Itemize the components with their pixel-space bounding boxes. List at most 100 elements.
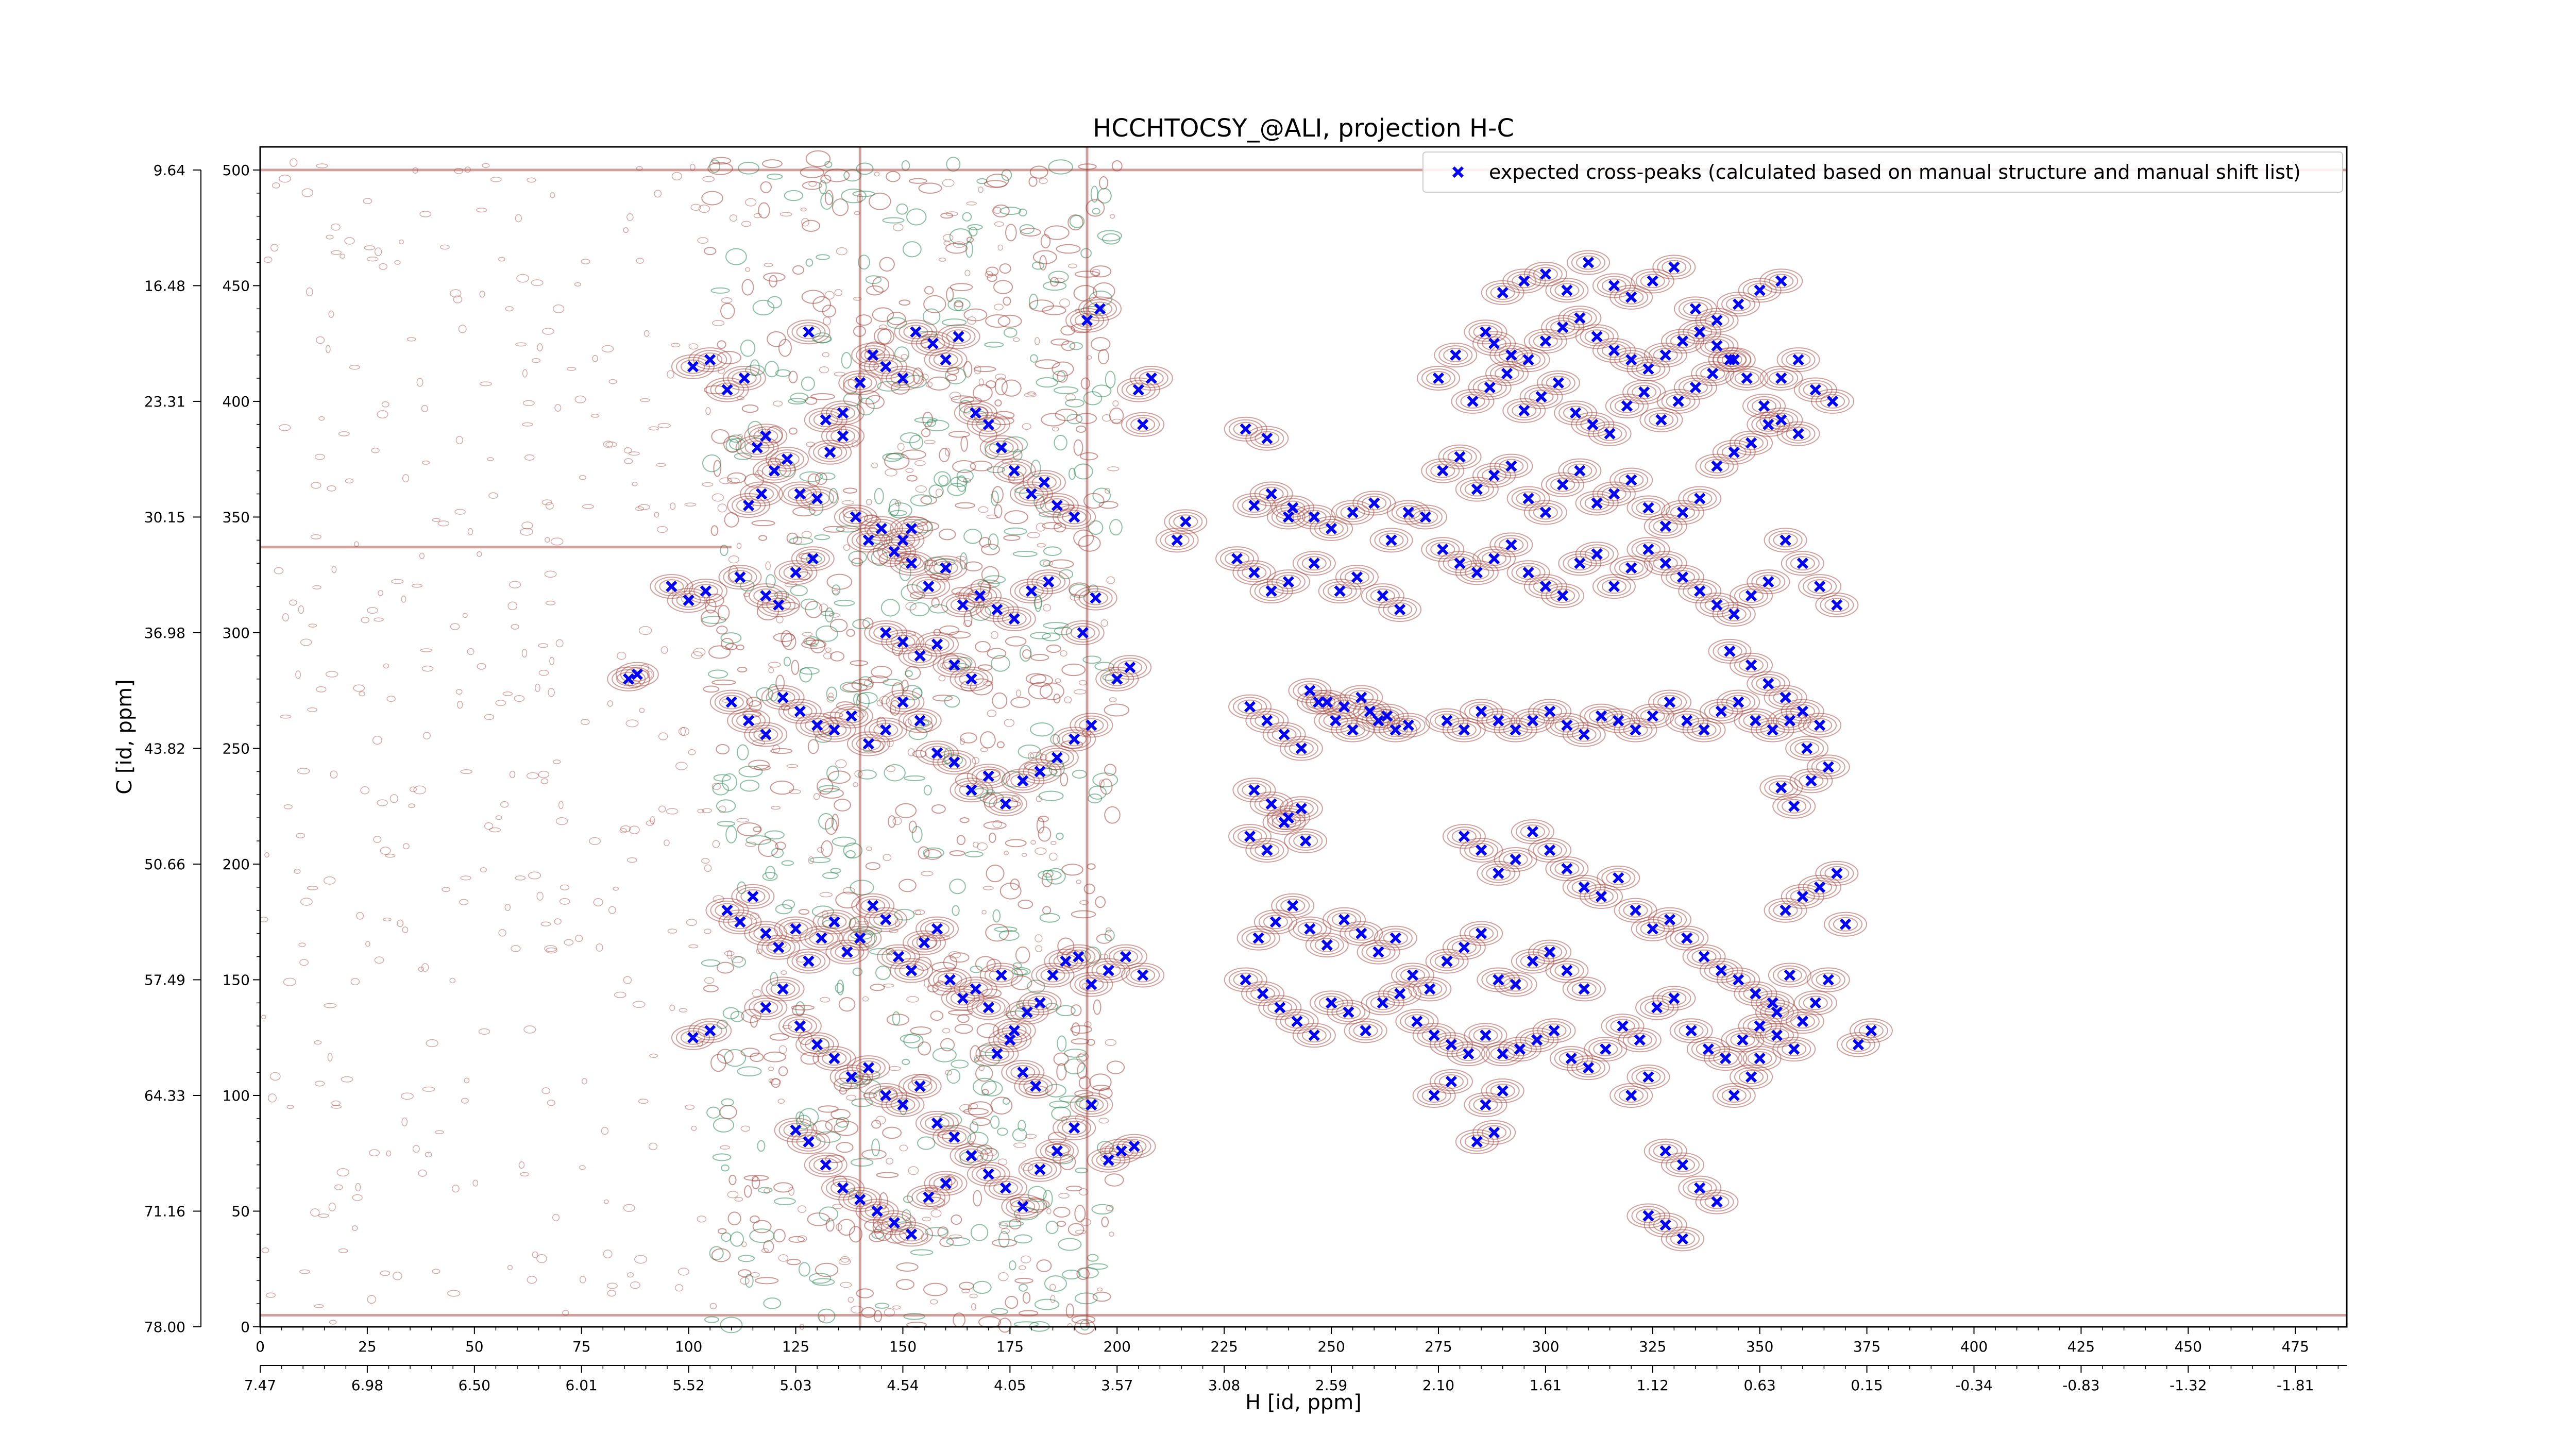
contour-ring <box>1310 935 1344 955</box>
contour-ring <box>817 912 852 932</box>
contour-ring <box>654 577 689 597</box>
contour-ring <box>1665 1155 1700 1175</box>
contour-blob <box>932 695 953 702</box>
contour-ring <box>1626 1065 1670 1090</box>
marker-stroke <box>1591 497 1603 509</box>
contour-blob <box>823 526 845 533</box>
marker-stroke <box>991 1048 1003 1060</box>
contour-blob <box>938 475 949 486</box>
marker-stroke <box>1745 437 1757 449</box>
contour-blob <box>1042 522 1062 530</box>
cross-peak-marker <box>923 1191 935 1203</box>
cross-peak-marker <box>1608 280 1620 292</box>
contour-blob <box>1104 703 1130 717</box>
contour-ring <box>890 1097 916 1112</box>
contour-blob <box>504 904 511 912</box>
marker-stroke <box>965 1150 977 1161</box>
contour-blob <box>886 1014 909 1026</box>
contour-blob <box>812 296 832 312</box>
contour-blob <box>1069 342 1083 350</box>
contour-ring <box>1267 724 1301 745</box>
contour-ring <box>1683 488 1717 509</box>
contour-ring <box>1310 516 1353 541</box>
contour-blob <box>698 205 710 213</box>
contour-blob <box>768 667 774 673</box>
marker-stroke <box>1527 955 1539 967</box>
y-ppm-tick-label: 71.16 <box>144 1203 185 1220</box>
cross-peak-marker <box>1557 322 1569 333</box>
contour-blob <box>1065 398 1084 408</box>
cross-peak-marker <box>1406 969 1419 981</box>
marker-stroke <box>1017 775 1029 787</box>
contour-blob <box>1004 850 1009 855</box>
marker-stroke <box>1527 715 1539 727</box>
cross-peak-marker <box>1797 1016 1808 1027</box>
marker-stroke <box>1518 275 1530 287</box>
contour-blob <box>1052 426 1059 432</box>
marker-stroke <box>1814 581 1826 593</box>
contour-ring <box>822 1051 847 1066</box>
contour-ring <box>1250 428 1284 448</box>
cross-peak-marker <box>1591 331 1603 343</box>
cross-peak-marker <box>725 696 737 708</box>
contour-blob <box>1039 913 1060 923</box>
contour-ring <box>1451 1044 1486 1064</box>
marker-stroke <box>1454 558 1466 569</box>
contour-blob <box>1106 1205 1114 1211</box>
contour-blob <box>708 645 731 659</box>
contour-blob <box>778 1254 789 1262</box>
contour-blob <box>688 944 699 949</box>
contour-blob <box>1064 696 1072 704</box>
contour-ring <box>1374 925 1417 951</box>
contour-ring <box>1327 909 1362 930</box>
cross-peak-marker <box>1497 286 1509 299</box>
marker-stroke <box>1282 511 1295 523</box>
contour-ring <box>933 352 958 367</box>
contour-ring <box>1768 900 1803 920</box>
marker-stroke <box>1265 488 1277 500</box>
contour-ring <box>1061 620 1105 645</box>
contour-blob <box>1062 1270 1081 1280</box>
contour-blob <box>318 1213 329 1218</box>
contour-blob <box>603 1199 609 1204</box>
contour-ring <box>1644 410 1679 430</box>
contour-ring <box>1533 942 1567 962</box>
contour-blob <box>656 526 668 533</box>
marker-stroke <box>1797 1016 1808 1027</box>
contour-ring <box>1528 502 1563 522</box>
cross-peak-marker <box>1728 1089 1740 1102</box>
contour-ring <box>1279 796 1323 821</box>
contour-ring <box>959 671 984 686</box>
contour-ring <box>933 750 976 775</box>
contour-blob <box>990 1115 1000 1129</box>
contour-blob <box>656 463 666 467</box>
contour-ring <box>1228 694 1272 719</box>
contour-blob <box>601 345 614 352</box>
marker-stroke <box>1518 404 1530 417</box>
contour-blob <box>778 1066 788 1076</box>
contour-blob <box>763 272 786 282</box>
contour-ring <box>873 722 899 737</box>
marker-stroke <box>687 1032 699 1043</box>
contour-blob <box>865 275 882 284</box>
contour-blob <box>856 162 874 175</box>
contour-blob <box>1035 945 1043 952</box>
contour-ring <box>954 976 997 1002</box>
contour-ring <box>1035 1138 1079 1163</box>
contour-ring <box>1010 1065 1036 1080</box>
contour-ring <box>1545 278 1589 303</box>
contour-blob <box>745 841 757 847</box>
contour-blob <box>758 839 778 857</box>
cross-peak-marker <box>1527 825 1539 838</box>
contour-ring <box>1734 433 1769 453</box>
cross-peak-marker <box>1240 974 1251 986</box>
cross-peak-marker <box>1797 558 1808 569</box>
contour-blob <box>877 381 901 392</box>
contour-blob <box>383 663 389 669</box>
contour-blob <box>738 1255 755 1262</box>
cross-peak-marker <box>1591 548 1603 560</box>
contour-blob <box>763 1051 786 1062</box>
contour-blob <box>1065 1303 1075 1319</box>
contour-blob <box>700 610 720 627</box>
contour-ring <box>831 406 856 420</box>
